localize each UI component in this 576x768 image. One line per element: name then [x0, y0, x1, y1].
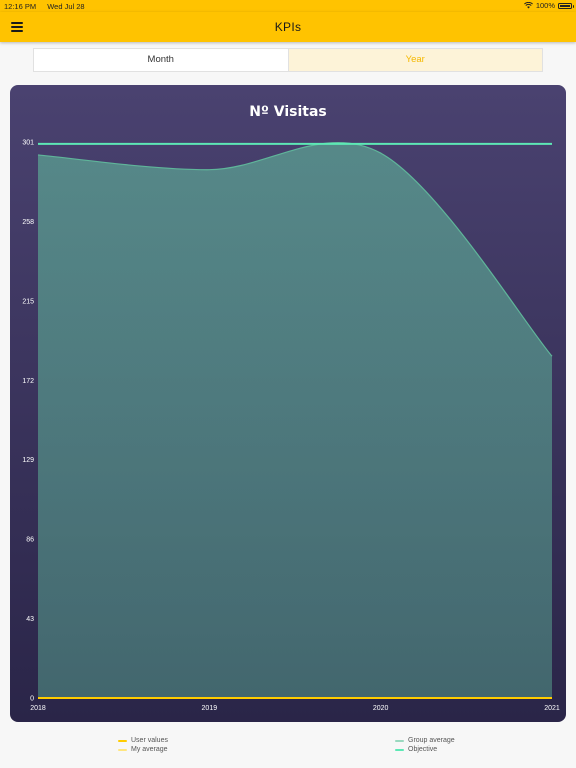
- x-tick-label: 2021: [544, 705, 560, 712]
- x-tick-label: 2019: [202, 705, 218, 712]
- y-tick-label: 86: [26, 537, 34, 544]
- status-date: Wed Jul 28: [47, 2, 85, 11]
- hamburger-menu-icon[interactable]: [11, 22, 23, 32]
- legend-item-user-values: User values: [118, 736, 168, 745]
- status-bar-left: 12:16 PM Wed Jul 28: [4, 2, 85, 11]
- y-tick-label: 258: [22, 219, 34, 226]
- legend-item-my-average: My average: [118, 745, 168, 754]
- y-tick-label: 129: [22, 457, 34, 464]
- group-average-area: [38, 142, 552, 698]
- battery-icon: [558, 2, 574, 9]
- chart-title: Nº Visitas: [249, 104, 327, 120]
- status-bar-right: 100%: [523, 1, 574, 10]
- y-tick-label: 215: [22, 298, 34, 305]
- wifi-icon: [523, 2, 533, 9]
- period-segmented-control: Month Year: [33, 48, 543, 72]
- app-bar: KPIs: [0, 12, 576, 42]
- y-tick-label: 0: [30, 696, 34, 703]
- legend-swatch-group-average: [395, 739, 404, 742]
- x-tick-label: 2018: [30, 705, 46, 712]
- legend-label-my-average: My average: [131, 746, 168, 753]
- legend-swatch-user-values: [118, 739, 127, 742]
- legend-item-objective: Objective: [395, 745, 455, 754]
- segment-month[interactable]: Month: [147, 54, 174, 65]
- y-tick-label: 43: [26, 616, 34, 623]
- legend-right: Group average Objective: [395, 736, 455, 754]
- legend-left: User values My average: [118, 736, 168, 754]
- legend-item-group-average: Group average: [395, 736, 455, 745]
- legend-label-objective: Objective: [408, 746, 438, 753]
- status-bar: 12:16 PM Wed Jul 28 100%: [0, 0, 576, 12]
- legend-swatch-my-average: [118, 748, 127, 751]
- legend-label-user-values: User values: [131, 737, 168, 744]
- legend-swatch-objective: [395, 748, 404, 751]
- battery-percent: 100%: [535, 1, 555, 10]
- group-average-line: [37, 141, 553, 357]
- y-tick-label: 172: [22, 378, 34, 385]
- x-tick-label: 2020: [373, 705, 389, 712]
- status-time: 12:16 PM: [4, 2, 37, 11]
- y-tick-label: 301: [22, 140, 34, 147]
- legend-label-group-average: Group average: [408, 737, 455, 744]
- segment-year[interactable]: Year: [287, 49, 542, 71]
- page-title: KPIs: [274, 20, 302, 34]
